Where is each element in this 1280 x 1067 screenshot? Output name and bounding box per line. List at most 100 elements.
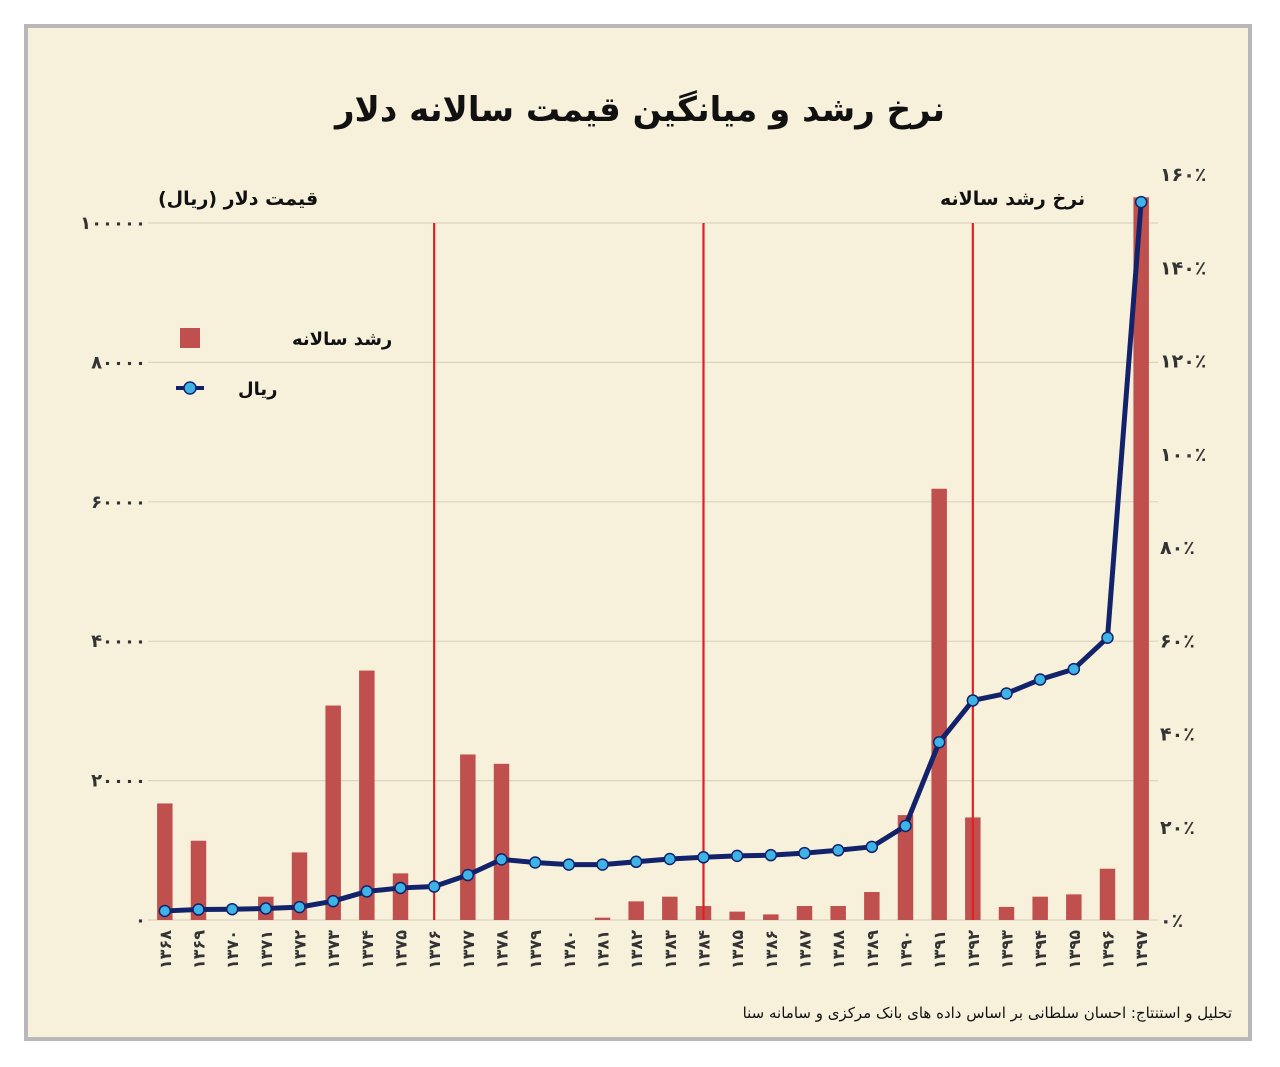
legend-bar-swatch <box>180 328 200 348</box>
right-tick-label: ۴۰٪ <box>1160 724 1195 746</box>
line-point-18 <box>764 848 778 862</box>
line-series <box>158 195 1148 918</box>
line-point-5 <box>326 894 340 908</box>
line-point-3 <box>259 902 273 915</box>
line-point-15 <box>663 852 677 866</box>
right-tick-label: ۱۴۰٪ <box>1160 257 1206 279</box>
x-tick-label: ۱۳۸۸ <box>829 930 848 969</box>
bar-1 <box>190 840 207 920</box>
x-tick-label: ۱۳۸۳ <box>661 930 680 969</box>
x-tick-label: ۱۳۹۵ <box>1065 930 1084 969</box>
x-tick-label: ۱۳۷۶ <box>425 930 444 969</box>
bar-13 <box>594 917 611 920</box>
line-point-16 <box>697 851 710 864</box>
source-note: تحلیل و استنتاج: احسان سلطانی بر اساس دا… <box>742 1004 1232 1022</box>
left-tick-label: ۱۰۰۰۰۰ <box>80 213 146 234</box>
line-point-2 <box>225 902 239 916</box>
axis-ticks: ۰ ۲۰۰۰۰ ۴۰۰۰۰ ۶۰۰۰۰ ۸۰۰۰۰ ۱۰۰۰۰۰ ۰٪ ۲۰٪ ۴۰٪ ۶۰٪ ۸۰… <box>80 164 1206 969</box>
x-tick-label: ۱۳۸۰ <box>560 930 579 969</box>
line-point-21 <box>865 840 879 854</box>
bar-26 <box>1032 896 1048 920</box>
x-tick-label: ۱۳۹۲ <box>964 930 983 969</box>
line-point-0 <box>158 904 172 918</box>
line-point-7 <box>394 881 407 895</box>
line-point-26 <box>1033 673 1047 686</box>
x-tick-label: ۱۳۸۴ <box>695 930 714 969</box>
legend-line-label: ریال <box>238 379 278 400</box>
x-tick-label: ۱۳۸۹ <box>863 930 882 969</box>
bar-5 <box>325 705 341 920</box>
left-tick-label: ۴۰۰۰۰ <box>91 631 146 652</box>
x-tick-label: ۱۳۸۶ <box>762 930 781 969</box>
x-tick-label: ۱۳۶۸ <box>156 930 175 969</box>
right-tick-label: ۲۰٪ <box>1160 817 1195 839</box>
bar-19 <box>796 906 813 920</box>
bar-23 <box>931 488 947 920</box>
bar-27 <box>1066 894 1082 920</box>
line-point-25 <box>1000 687 1013 700</box>
right-tick-label: ۱۰۰٪ <box>1160 444 1206 466</box>
line-point-20 <box>831 844 845 857</box>
x-tick-label: ۱۳۸۵ <box>728 930 747 969</box>
x-tick-label: ۱۳۷۸ <box>493 930 512 969</box>
bar-17 <box>729 911 745 920</box>
chart-frame <box>24 24 1252 1041</box>
left-tick-label: ۲۰۰۰۰ <box>91 771 146 792</box>
line-point-17 <box>730 849 744 863</box>
legend: رشد سالانه ریال <box>176 328 392 400</box>
x-tick-label: ۱۳۶۹ <box>190 930 209 969</box>
right-tick-label: ۸۰٪ <box>1160 537 1195 559</box>
bar-7 <box>392 873 409 920</box>
line-path <box>164 201 1144 914</box>
line-point-4 <box>293 900 306 914</box>
gridlines <box>148 222 1158 921</box>
x-tick-label: ۱۳۷۲ <box>291 930 310 969</box>
right-tick-label: ۱۶۰٪ <box>1160 164 1206 186</box>
line-point-27 <box>1067 662 1081 676</box>
x-tick-label: ۱۳۸۱ <box>594 930 613 969</box>
bar-21 <box>864 892 880 920</box>
x-tick-label: ۱۳۹۰ <box>897 930 916 969</box>
bar-6 <box>359 670 375 920</box>
x-tick-label: ۱۳۹۷ <box>1132 930 1151 969</box>
line-point-11 <box>528 856 542 869</box>
line-point-9 <box>461 868 475 882</box>
bar-15 <box>662 896 678 920</box>
line-point-24 <box>966 694 980 707</box>
left-tick-label: ۰ <box>135 910 146 931</box>
x-tick-label: ۱۳۷۰ <box>223 930 242 969</box>
bar-series <box>157 197 1149 921</box>
line-point-29 <box>1134 195 1148 209</box>
line-point-10 <box>495 853 508 866</box>
line-point-23 <box>932 736 946 749</box>
x-tick-label: ۱۳۷۵ <box>392 930 411 969</box>
vertical-markers <box>433 223 974 920</box>
line-point-28 <box>1101 631 1114 644</box>
x-tick-label: ۱۳۹۱ <box>930 930 949 969</box>
chart-title: نرخ رشد و میانگین قیمت سالانه دلار <box>334 90 946 130</box>
x-tick-label: ۱۳۷۴ <box>358 930 377 969</box>
legend-line-marker <box>183 381 197 395</box>
x-tick-label: ۱۳۷۱ <box>257 930 276 969</box>
bar-10 <box>493 763 510 920</box>
left-tick-label: ۶۰۰۰۰ <box>91 492 146 513</box>
x-tick-label: ۱۳۹۳ <box>998 930 1017 969</box>
line-point-22 <box>899 819 912 833</box>
right-tick-label: ۰٪ <box>1160 910 1183 932</box>
x-tick-label: ۱۳۷۳ <box>324 930 343 969</box>
legend-bar-label: رشد سالانه <box>292 329 392 350</box>
bar-29 <box>1133 197 1149 920</box>
x-tick-label: ۱۳۸۲ <box>627 930 646 969</box>
bar-9 <box>460 754 476 920</box>
bar-22 <box>897 815 914 920</box>
line-point-1 <box>192 903 205 916</box>
line-point-6 <box>360 885 374 898</box>
x-tick-label: ۱۳۸۷ <box>796 930 815 969</box>
bar-0 <box>157 803 173 920</box>
left-tick-label: ۸۰۰۰۰ <box>91 352 146 373</box>
right-tick-label: ۱۲۰٪ <box>1160 351 1206 373</box>
bar-25 <box>998 906 1015 920</box>
line-point-8 <box>427 880 441 893</box>
left-axis-label: قیمت دلار (ریال) <box>158 188 319 210</box>
